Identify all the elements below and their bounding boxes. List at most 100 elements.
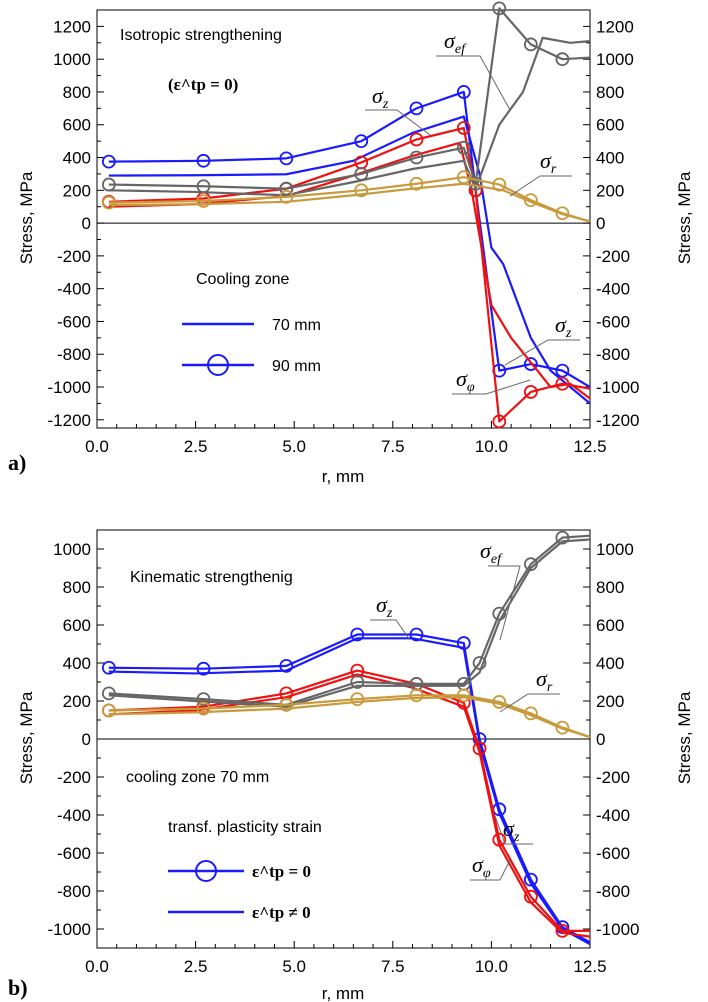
series-marker-a-gray xyxy=(456,140,471,155)
legend-label-a-70: 70 mm xyxy=(272,317,321,334)
ytick-label-right-b: 1000 xyxy=(596,540,634,559)
ytick-label-right-b: 0 xyxy=(596,730,605,749)
curve-label-b-sigma-z-bottom: σz xyxy=(503,816,520,845)
series-marker-a-red xyxy=(555,376,570,391)
series-marker-b-red xyxy=(555,924,570,938)
series-marker-b-gold xyxy=(555,720,570,735)
series-marker-a-blue xyxy=(409,101,424,116)
series-line-b-gold-7 xyxy=(108,696,591,739)
annotation-condition-a: (ε^tp = 0) xyxy=(168,75,238,94)
xtick-label-b: 2.5 xyxy=(184,957,208,976)
series-line-b-blue-1 xyxy=(108,637,591,946)
series-marker-a-gray xyxy=(101,177,116,192)
legend-title-b: transf. plasticity strain xyxy=(168,819,322,836)
series-marker-a-gray xyxy=(196,179,211,194)
series-group-b xyxy=(101,530,591,946)
series-marker-a-blue xyxy=(354,134,369,149)
series-marker-b-gold xyxy=(279,697,294,712)
xtick-label-b: 7.5 xyxy=(381,957,405,976)
series-marker-a-red xyxy=(409,132,424,147)
ytick-label-left-a: -800 xyxy=(57,345,91,364)
ytick-label-left-b: 800 xyxy=(63,578,91,597)
series-marker-b-gold xyxy=(409,688,424,703)
series-marker-b-blue xyxy=(279,658,294,673)
annotation-title-a: Isotropic strengthening xyxy=(120,27,282,44)
plot-frame-a xyxy=(96,9,591,429)
ylabel-right-b: Stress, MPa xyxy=(675,691,694,784)
series-marker-a-gold xyxy=(101,195,116,210)
series-marker-a-gold xyxy=(409,176,424,191)
curve-label-a-sigma-phi: σφ xyxy=(456,366,475,395)
ytick-label-right-a: -800 xyxy=(596,345,630,364)
leader-a-sigma-phi xyxy=(452,379,531,395)
xtick-label-a: 2.5 xyxy=(184,437,208,456)
ytick-label-right-a: 800 xyxy=(596,83,624,102)
leader-a-sigma-z-bottom xyxy=(504,339,580,366)
leader-b-sigma-ef xyxy=(488,565,521,641)
series-marker-a-red xyxy=(456,121,471,135)
ytick-label-left-a: 800 xyxy=(63,83,91,102)
ytick-label-left-a: -600 xyxy=(57,312,91,331)
series-group-a xyxy=(101,1,591,429)
series-line-b-red-2 xyxy=(108,669,590,932)
ytick-label-left-a: -200 xyxy=(57,247,91,266)
series-marker-a-gold xyxy=(492,177,507,192)
xtick-label-a: 7.5 xyxy=(381,437,405,456)
leader-a-sigma-z-top xyxy=(365,109,431,136)
ylabel-right-a: Stress, MPa xyxy=(675,171,694,264)
series-marker-a-red xyxy=(523,385,538,399)
series-marker-a-gray xyxy=(354,167,369,181)
ylabel-left-b: Stress, MPa xyxy=(17,691,36,784)
panel-b: -1000 -1000 -800 -800 -600 -600 -400 -400 -200 -2… xyxy=(8,529,694,1002)
series-marker-a-blue xyxy=(101,154,116,169)
ytick-label-left-a: -1000 xyxy=(48,378,91,397)
panel-label-b: b) xyxy=(8,975,28,1000)
curve-label-b-sigma-phi: σφ xyxy=(472,852,491,881)
xtick-label-b: 10.0 xyxy=(475,957,508,976)
series-line-a-blue-0 xyxy=(108,115,591,405)
series-marker-a-red xyxy=(492,414,507,429)
ytick-label-left-b: 200 xyxy=(63,692,91,711)
xtick-label-b: 0.0 xyxy=(85,957,109,976)
series-marker-a-gold xyxy=(456,170,471,185)
series-marker-a-blue xyxy=(523,357,538,371)
curve-label-b-sigma-r: σr xyxy=(536,666,553,695)
ytick-label-right-a: -1000 xyxy=(596,378,639,397)
series-line-a-red-2 xyxy=(108,141,591,400)
series-line-b-gray-4 xyxy=(108,534,591,706)
leader-b-sigma-phi xyxy=(470,859,511,881)
series-marker-b-blue xyxy=(409,627,424,642)
ytick-label-left-a: 0 xyxy=(82,214,91,233)
ytick-label-right-b: -400 xyxy=(596,806,630,825)
ytick-label-left-b: 1000 xyxy=(53,540,91,559)
series-line-a-gold-7 xyxy=(108,176,591,223)
ytick-label-right-b: -800 xyxy=(596,882,630,901)
series-line-a-gray-4 xyxy=(108,36,591,197)
xtick-label-a: 5.0 xyxy=(282,437,306,456)
series-marker-a-blue xyxy=(456,85,471,99)
leader-b-sigma-r xyxy=(499,693,560,713)
series-line-b-gray-5 xyxy=(108,538,591,708)
series-line-a-blue-1 xyxy=(108,90,591,388)
ytick-label-right-b: 600 xyxy=(596,616,624,635)
leader-b-sigma-z-bottom xyxy=(494,815,533,845)
series-marker-a-blue xyxy=(279,151,294,166)
ytick-label-left-a: -1200 xyxy=(48,411,91,430)
series-line-a-red-3 xyxy=(108,126,591,423)
ytick-label-left-b: -800 xyxy=(57,882,91,901)
curve-label-a-sigma-ef: σef xyxy=(444,28,467,57)
legend-label-b-eps1: ε^tp ≠ 0 xyxy=(252,903,311,922)
ytick-label-right-a: 0 xyxy=(596,214,605,233)
series-marker-b-gray xyxy=(196,692,211,706)
series-line-a-gold-6 xyxy=(108,182,591,223)
ytick-label-left-b: 0 xyxy=(82,730,91,749)
ylabel-left-a: Stress, MPa xyxy=(17,171,36,264)
legend-marker-b-eps0 xyxy=(195,860,217,882)
legend-label-a-90: 90 mm xyxy=(272,358,321,375)
series-marker-b-blue xyxy=(196,661,211,676)
ytick-label-right-b: 200 xyxy=(596,692,624,711)
axes-a: -1200 -1200 -1000 -1000 -800 -800 -600 -600 -400… xyxy=(48,17,640,456)
series-marker-a-gray xyxy=(409,150,424,165)
ytick-label-left-a: 1000 xyxy=(53,50,91,69)
ytick-label-right-b: -200 xyxy=(596,768,630,787)
